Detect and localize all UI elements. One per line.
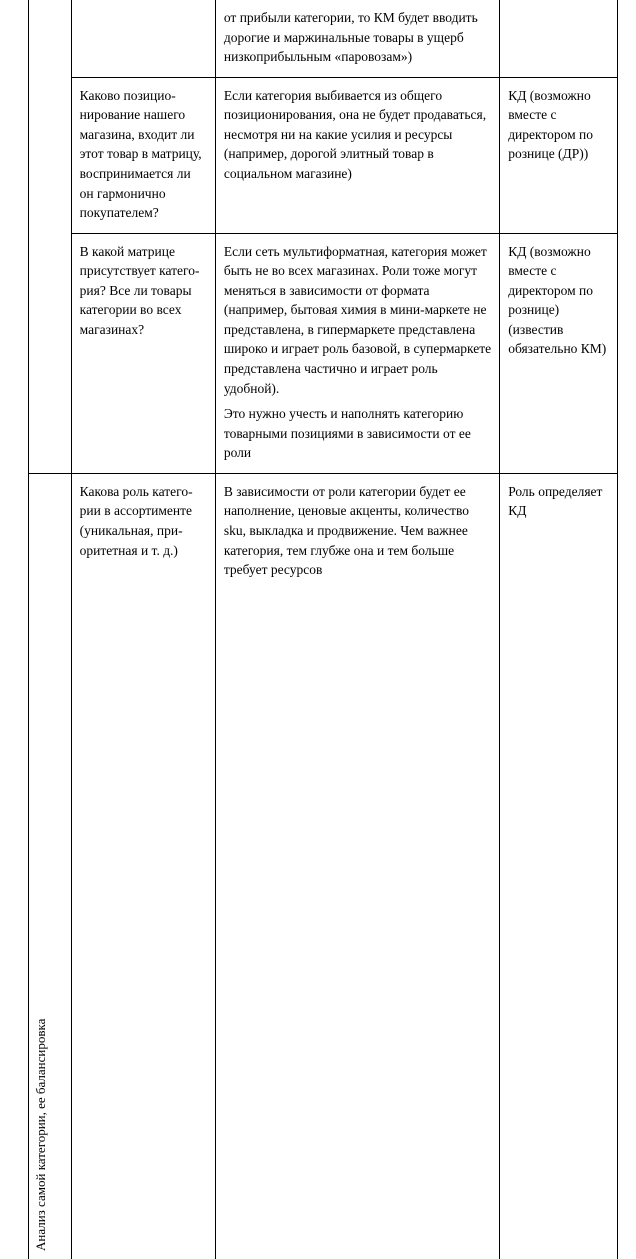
cell-text: Каково позицио­нирование нашего магазина…	[71, 77, 215, 233]
cell-text: В какой матрице присутствует катего­рия?…	[71, 233, 215, 473]
cell-paragraph: Каково позицио­нирование нашего магазина…	[80, 86, 207, 223]
table-row: Анализ самой категории, ее ба­лансировка…	[29, 473, 618, 1259]
vertical-label-text: Анализ самой категории, ее ба­лансировка	[33, 482, 49, 1251]
table-row: В какой матрице присутствует катего­рия?…	[29, 233, 618, 473]
cell-text: Если сеть мультиформатная, категория мож…	[215, 233, 499, 473]
cell-vertical-label: Анализ самой категории, ее ба­лансировка	[29, 473, 72, 1259]
page: от прибыли категории, то КМ будет вводит…	[0, 0, 636, 769]
table-row: от прибыли категории, то КМ будет вводит…	[29, 0, 618, 77]
cell-col1-rowspan	[29, 0, 72, 473]
cell-paragraph: Это нужно учесть и напол­нять категорию …	[224, 404, 491, 463]
cell-paragraph: КД (возмож­но вместе с директором по роз…	[508, 86, 609, 164]
cell-paragraph: Какова роль катего­рии в ассортименте (у…	[80, 482, 207, 560]
cell-paragraph: Если сеть мультиформатная, категория мож…	[224, 242, 491, 399]
cell-paragraph: В какой матрице присутствует катего­рия?…	[80, 242, 207, 340]
cell-blank	[71, 0, 215, 77]
cell-text: В зависимости от роли кате­гории будет е…	[215, 473, 499, 1259]
table-row: Каково позицио­нирование нашего магазина…	[29, 77, 618, 233]
cell-text: от прибыли категории, то КМ будет вводит…	[215, 0, 499, 77]
cell-text: КД (возмож­но вместе с директором по роз…	[500, 77, 618, 233]
cell-text: Роль опреде­ляет КД	[500, 473, 618, 1259]
cell-paragraph: Роль опреде­ляет КД	[508, 482, 609, 521]
cell-paragraph: Если категория выбивается из общего пози…	[224, 86, 491, 184]
content-table: от прибыли категории, то КМ будет вводит…	[28, 0, 618, 1259]
cell-paragraph: В зависимости от роли кате­гории будет е…	[224, 482, 491, 580]
cell-paragraph: от прибыли категории, то КМ будет вводит…	[224, 8, 491, 67]
cell-text: Какова роль катего­рии в ассортименте (у…	[71, 473, 215, 1259]
cell-paragraph: КД (возмож­но вместе с директором по роз…	[508, 242, 609, 359]
cell-text: КД (возмож­но вместе с директором по роз…	[500, 233, 618, 473]
cell-blank	[500, 0, 618, 77]
cell-text: Если категория выбивается из общего пози…	[215, 77, 499, 233]
